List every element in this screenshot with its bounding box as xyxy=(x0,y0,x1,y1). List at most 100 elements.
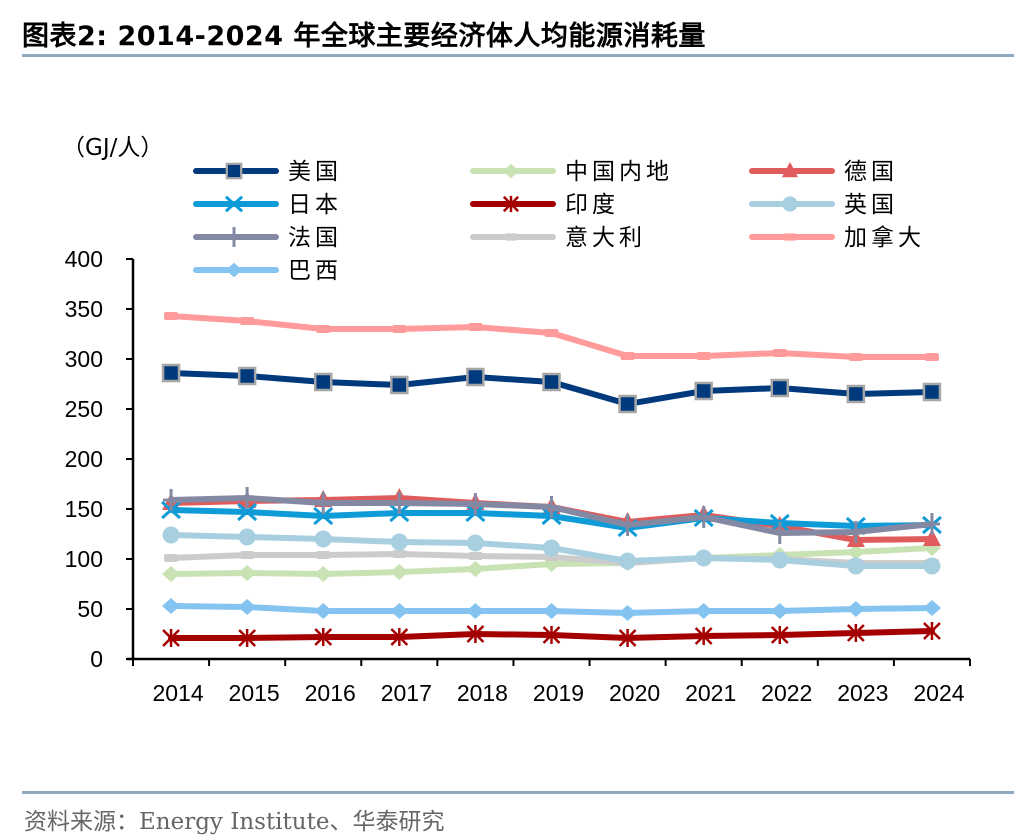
data-point xyxy=(923,557,941,575)
y-tick-label: 100 xyxy=(65,546,103,572)
data-point xyxy=(164,554,179,562)
data-point xyxy=(313,372,333,392)
y-tick-label: 150 xyxy=(65,496,103,522)
data-point xyxy=(696,352,711,360)
data-point xyxy=(466,367,485,387)
data-point xyxy=(314,628,333,646)
legend-item: 意大利 xyxy=(470,225,646,251)
data-point xyxy=(164,312,179,320)
x-tick-label: 2016 xyxy=(305,680,356,706)
data-point xyxy=(694,603,713,619)
data-point xyxy=(390,533,408,551)
legend-marker xyxy=(782,196,798,212)
data-point xyxy=(922,382,942,402)
data-point xyxy=(315,492,332,514)
legend-label: 巴西 xyxy=(288,258,342,284)
data-point xyxy=(390,564,409,580)
legend-marker xyxy=(781,162,799,178)
data-point xyxy=(694,627,713,645)
data-point xyxy=(848,353,863,361)
legend-item: 法国 xyxy=(193,225,342,251)
data-point xyxy=(846,624,865,642)
x-tick-label: 2014 xyxy=(152,680,203,706)
data-point xyxy=(238,528,256,546)
data-point xyxy=(238,629,257,647)
legend-label: 日本 xyxy=(288,192,342,218)
data-point xyxy=(466,534,484,552)
data-point xyxy=(240,317,255,325)
data-point xyxy=(392,325,407,333)
legend-marker xyxy=(225,262,243,278)
legend-item: 印度 xyxy=(470,192,619,218)
data-point xyxy=(237,366,257,386)
data-point xyxy=(543,496,560,518)
data-point xyxy=(390,375,409,395)
data-point xyxy=(771,551,789,569)
data-point xyxy=(314,603,333,619)
data-point xyxy=(618,394,637,414)
legend-item: 德国 xyxy=(749,159,894,185)
data-point xyxy=(620,352,635,360)
data-point xyxy=(771,522,788,544)
legend-item: 加拿大 xyxy=(749,224,921,251)
legend-marker xyxy=(504,233,518,241)
data-point xyxy=(770,626,789,644)
data-point xyxy=(694,381,713,401)
data-point xyxy=(466,561,485,577)
legend-item: 巴西 xyxy=(193,258,342,284)
data-point xyxy=(162,526,180,544)
data-point xyxy=(618,629,637,647)
data-point xyxy=(162,566,181,582)
data-point xyxy=(466,603,485,619)
data-point xyxy=(543,539,560,557)
legend-item: 美国 xyxy=(193,159,338,185)
data-point xyxy=(466,625,485,643)
data-point xyxy=(544,329,559,337)
data-point xyxy=(468,323,483,331)
y-tick-label: 0 xyxy=(90,646,103,672)
data-point xyxy=(695,549,713,567)
y-tick-label: 300 xyxy=(65,346,103,372)
data-point xyxy=(846,384,866,404)
legend-item: 英国 xyxy=(749,192,894,218)
data-point xyxy=(238,599,257,615)
y-tick-label: 200 xyxy=(65,446,103,472)
axes: 0 50 100 150 200 250 300 350 400 2014 2015 2016 2017… xyxy=(65,246,971,706)
x-tick-label: 2021 xyxy=(685,680,736,706)
legend-label: 法国 xyxy=(288,225,342,251)
data-point xyxy=(922,600,941,616)
y-tick-label: 50 xyxy=(77,596,103,622)
x-tick-label: 2022 xyxy=(761,680,812,706)
data-point xyxy=(239,487,256,509)
legend-label: 印度 xyxy=(565,192,619,218)
data-point xyxy=(770,603,789,619)
series-7 xyxy=(163,487,940,544)
legend-marker xyxy=(224,195,244,213)
data-point xyxy=(924,353,939,361)
data-point xyxy=(390,628,409,646)
legend-item: 中国内地 xyxy=(470,159,673,185)
x-tick-label: 2017 xyxy=(381,680,432,706)
data-point xyxy=(923,513,940,535)
y-tick-label: 250 xyxy=(65,396,103,422)
x-tick-label: 2024 xyxy=(913,680,964,706)
data-point xyxy=(619,514,636,536)
legend-marker xyxy=(502,163,520,179)
series-layer xyxy=(161,312,942,647)
legend-marker xyxy=(226,227,242,247)
data-point xyxy=(847,557,865,575)
y-unit-label: （GJ/人） xyxy=(62,135,163,161)
figure-title: 图表2: 2014-2024 年全球主要经济体人均能源消耗量 xyxy=(22,21,706,52)
source-note: 资料来源：Energy Institute、华泰研究 xyxy=(24,809,445,835)
legend-label: 中国内地 xyxy=(565,159,673,185)
source-divider xyxy=(22,791,1014,794)
data-point xyxy=(162,598,181,614)
data-point xyxy=(542,372,561,392)
data-point xyxy=(313,506,334,526)
title-divider xyxy=(22,54,1014,57)
data-point xyxy=(316,325,331,333)
legend-label: 意大利 xyxy=(565,225,646,251)
data-point xyxy=(467,493,484,515)
